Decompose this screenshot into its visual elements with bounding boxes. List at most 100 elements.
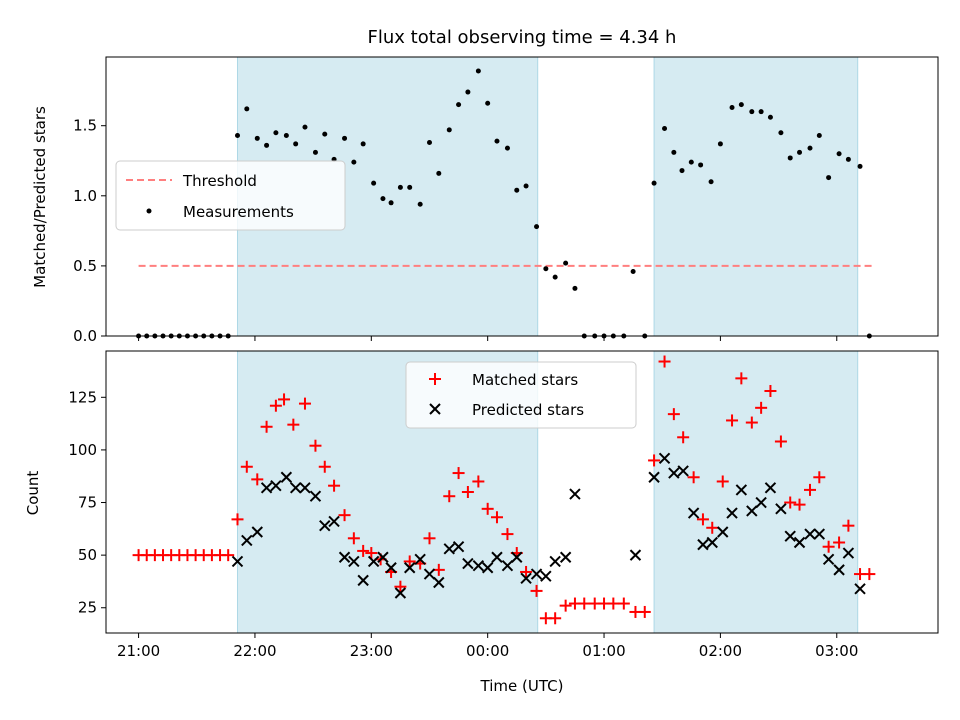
measurement-point [630,269,636,275]
measurement-point [523,183,529,189]
predicted-stars-marker [348,555,360,568]
predicted-stars-marker [854,583,866,595]
matched-stars-marker [696,513,709,526]
matched-stars-marker [755,401,768,414]
y-tick-label: 0.0 [73,327,97,345]
measurement-point [312,149,318,155]
matched-stars-marker [638,605,651,618]
matched-stars-marker [394,580,407,593]
measurement-point [254,135,260,141]
shaded-interval [653,350,859,634]
matched-stars-marker [452,467,465,480]
measurement-point [816,133,822,139]
matched-stars-marker [559,599,572,612]
matched-stars-marker [716,475,729,488]
predicted-stars-marker [462,557,474,570]
predicted-stars-marker [251,526,263,538]
predicted-stars-marker [658,452,671,465]
measurement-point [767,114,773,120]
measurement-point [572,285,578,291]
predicted-stars-marker [367,555,380,568]
matched-stars-marker [804,483,816,496]
matched-stars-marker [347,532,360,545]
matched-stars-marker [365,547,378,560]
measurement-point [688,159,694,165]
bottom-panel: 25 50 75 100 125 21:00 22:00 23:00 00:00 01:00 02… [24,350,939,695]
matched-stars-marker [490,511,503,524]
predicted-stars-marker [822,553,835,566]
matched-stars-marker [617,597,630,610]
measurement-point [787,155,793,161]
matched-stars-marker [338,509,351,522]
measurement-point [662,126,668,132]
predicted-stars-marker [270,479,282,492]
predicted-stars-marker [319,519,331,532]
predicted-stars-marker [755,496,767,509]
measurement-point [679,168,685,174]
matched-stars-marker [530,584,543,597]
matched-stars-marker [607,597,620,610]
measurement-point [552,274,558,280]
predicted-stars-marker [559,551,572,563]
legend-predicted-swatch [429,403,441,415]
measurement-point [749,109,755,115]
matched-stars-marker [278,393,291,406]
predicted-stars-marker [338,551,351,563]
matched-stars-marker [260,420,273,433]
matched-stars-marker [648,454,661,467]
matched-stars-marker [309,439,322,452]
matched-stars-marker [842,519,855,532]
matched-stars-marker [833,536,846,549]
y-tick-label: 100 [68,441,97,459]
matched-stars-marker [287,418,300,431]
matched-stars-marker [357,544,370,557]
matched-stars-marker [520,565,533,578]
matched-stars-marker [774,435,787,448]
measurement-point [264,142,270,148]
matched-stars-marker [658,355,671,368]
matched-stars-marker [269,399,282,412]
measurement-point [845,156,851,162]
measurement-point [475,68,481,74]
predicted-stars-marker [833,564,845,576]
measurement-point [708,179,714,185]
measurement-point [283,133,289,139]
legend-measurements-swatch [146,208,152,214]
top-x-ticks [138,336,838,341]
predicted-stars-marker [260,482,273,494]
predicted-stars-points [231,452,866,599]
measurement-point [322,131,328,137]
measurement-point [360,141,366,147]
measurement-point [456,102,462,108]
matched-stars-marker [813,471,826,484]
measurement-point [671,149,677,155]
x-tick-label: 23:00 [350,642,393,660]
matched-stars-marker [472,475,485,488]
matched-stars-marker [461,486,474,498]
y-tick-label: 25 [78,599,97,617]
predicted-stars-marker [299,482,311,494]
shaded-interval [653,56,859,337]
predicted-stars-marker [842,547,855,559]
matched-stars-marker [222,549,235,562]
measurement-point [293,141,299,147]
measurement-point [543,266,549,272]
measurement-point [563,260,569,266]
measurement-point [397,184,403,190]
matched-stars-marker [687,471,700,484]
predicted-stars-marker [697,538,709,551]
measurement-point [857,163,863,169]
predicted-stars-marker [677,465,689,477]
matched-stars-marker [501,528,514,541]
x-tick-label: 02:00 [699,642,742,660]
matched-stars-marker [793,498,806,511]
x-tick-label: 03:00 [815,642,858,660]
matched-stars-marker [735,372,748,385]
measurement-point [417,201,423,207]
bottom-y-axis-label: Count [24,471,42,516]
predicted-stars-marker [764,482,777,494]
legend-threshold-label: Threshold [182,172,257,190]
matched-stars-marker [745,416,758,429]
measurement-point [234,133,240,139]
